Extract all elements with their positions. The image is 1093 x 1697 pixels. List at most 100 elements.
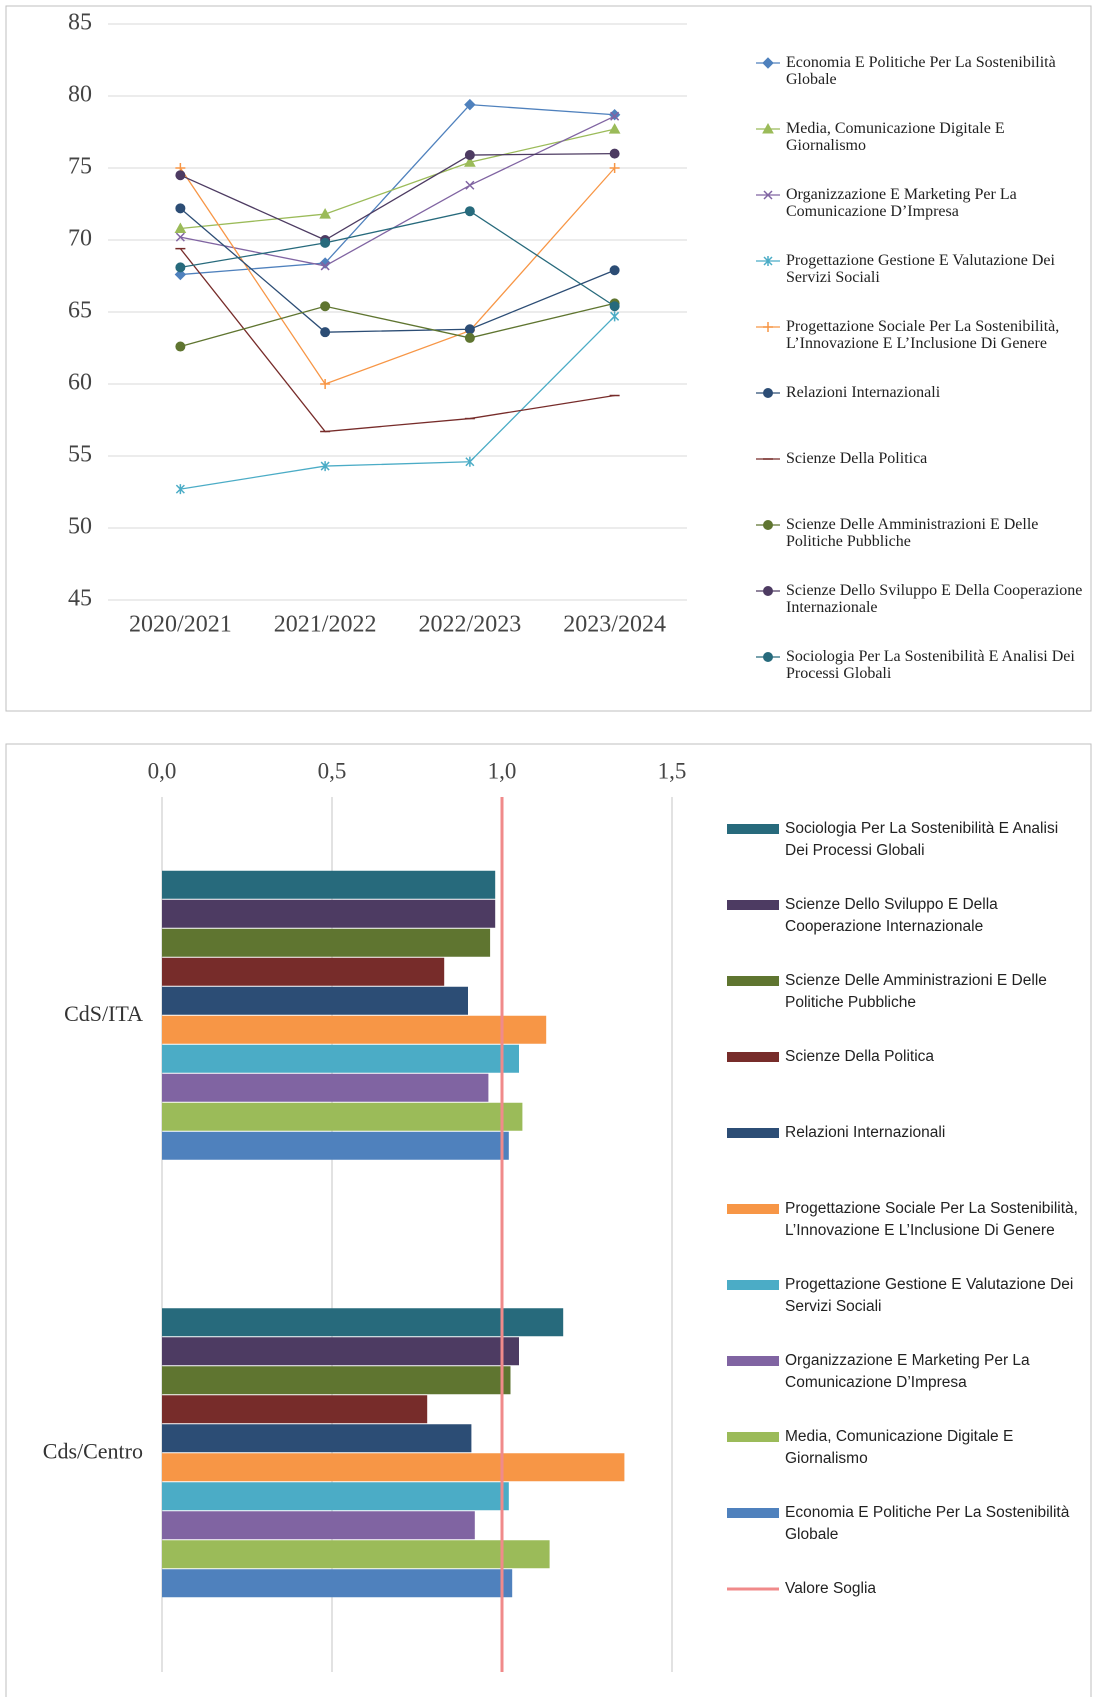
legend-label: Progettazione Sociale Per La Sostenibili… xyxy=(785,1200,1078,1239)
y-tick-label: 50 xyxy=(68,514,92,540)
marker xyxy=(762,57,774,69)
bar xyxy=(162,1453,625,1482)
legend-label: Scienze Della Politica xyxy=(785,1048,935,1065)
marker xyxy=(609,163,620,173)
marker xyxy=(609,301,620,312)
marker xyxy=(464,150,475,161)
legend-label: Progettazione Gestione E Valutazione Dei… xyxy=(786,252,1055,286)
marker xyxy=(763,520,773,530)
bar xyxy=(162,986,468,1015)
legend-label: Sociologia Per La Sostenibilità E Analis… xyxy=(786,648,1075,682)
x-tick-label: 1,5 xyxy=(658,758,687,783)
bar xyxy=(162,1308,564,1337)
x-tick-label: 1,0 xyxy=(488,758,517,783)
legend-swatch xyxy=(727,1204,779,1214)
marker xyxy=(175,484,185,495)
marker xyxy=(320,327,331,338)
line xyxy=(180,152,615,241)
bar xyxy=(162,1540,550,1569)
marker xyxy=(610,311,620,322)
marker xyxy=(320,261,330,271)
legend-label: Relazioni Internazionali xyxy=(785,1124,946,1141)
line xyxy=(179,207,615,333)
legend-label: Media, Comunicazione Digitale E Giornali… xyxy=(786,120,1005,154)
bar xyxy=(162,1366,511,1395)
bar xyxy=(162,1482,509,1511)
bar xyxy=(162,1424,472,1453)
legend-label: Scienze Delle Amministrazioni E Delle Po… xyxy=(785,972,1047,1011)
legend-swatch xyxy=(727,976,779,986)
x-tick-label: 2021/2022 xyxy=(274,612,377,638)
marker xyxy=(319,208,331,219)
marker xyxy=(609,148,620,159)
line xyxy=(179,248,615,433)
line xyxy=(180,210,615,307)
legend-swatch xyxy=(727,1280,779,1290)
legend-label: Scienze Dello Sviluppo E Della Cooperazi… xyxy=(785,896,998,935)
line xyxy=(179,167,616,385)
line xyxy=(180,315,616,490)
x-tick-label: 0,0 xyxy=(148,758,177,783)
bar xyxy=(162,899,496,928)
y-tick-label: 60 xyxy=(68,370,92,396)
marker xyxy=(465,180,475,190)
x-tick-label: 2023/2024 xyxy=(563,612,666,638)
marker xyxy=(763,322,773,332)
legend-label: Scienze Della Politica xyxy=(786,450,928,467)
marker xyxy=(320,379,331,389)
bar xyxy=(162,1337,519,1366)
line xyxy=(180,115,615,267)
bar xyxy=(162,1015,547,1044)
line xyxy=(180,103,615,276)
marker xyxy=(175,203,186,214)
line xyxy=(180,302,615,348)
marker xyxy=(464,332,475,343)
legend-swatch xyxy=(727,1128,779,1138)
line xyxy=(180,128,615,230)
x-tick-label: 2022/2023 xyxy=(419,612,522,638)
marker xyxy=(610,111,620,121)
marker xyxy=(175,232,185,242)
y-tick-label: 85 xyxy=(68,10,92,36)
legend-label: Media, Comunicazione Digitale E Giornali… xyxy=(785,1428,1014,1467)
marker xyxy=(464,98,476,111)
marker xyxy=(763,652,773,662)
bar xyxy=(162,928,491,957)
x-tick-label: 0,5 xyxy=(318,758,347,783)
legend-label: Progettazione Gestione E Valutazione Dei… xyxy=(785,1276,1074,1315)
y-tick-label: 45 xyxy=(68,586,92,612)
legend-swatch xyxy=(727,1052,779,1062)
y-tick-label: 55 xyxy=(68,442,92,468)
marker xyxy=(320,237,331,248)
legend-label: Economia E Politiche Per La Sostenibilit… xyxy=(785,1504,1070,1543)
y-tick-label: 65 xyxy=(68,298,92,324)
legend-swatch xyxy=(727,1508,779,1518)
bar xyxy=(162,1044,519,1073)
y-tick-label: 80 xyxy=(68,82,92,108)
bar xyxy=(162,1511,475,1540)
bar xyxy=(162,1102,523,1131)
bar xyxy=(162,1395,428,1424)
y-tick-label: 70 xyxy=(68,226,92,252)
legend-swatch xyxy=(727,900,779,910)
marker xyxy=(464,156,476,167)
marker xyxy=(763,586,773,596)
y-tick-label: 75 xyxy=(68,154,92,180)
legend-label: Sociologia Per La Sostenibilità E Analis… xyxy=(785,820,1059,859)
legend-label: Economia E Politiche Per La Sostenibilit… xyxy=(786,54,1056,88)
legend-label: Scienze Delle Amministrazioni E Delle Po… xyxy=(786,516,1039,550)
marker xyxy=(763,190,773,200)
marker xyxy=(464,206,475,217)
bar xyxy=(162,1131,509,1160)
y-tick-label: Cds/Centro xyxy=(43,1438,143,1463)
y-tick-label: CdS/ITA xyxy=(64,1001,143,1026)
bar xyxy=(162,1569,513,1598)
legend-label: Progettazione Sociale Per La Sostenibili… xyxy=(786,318,1060,352)
legend-swatch xyxy=(727,1356,779,1366)
marker xyxy=(175,341,186,352)
marker xyxy=(174,268,187,281)
marker xyxy=(465,456,475,467)
chart-frame xyxy=(5,5,1092,712)
